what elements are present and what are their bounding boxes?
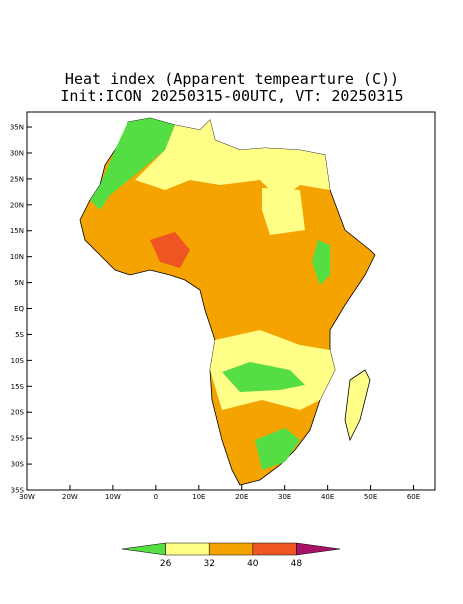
x-tick-label: 10E [192, 493, 205, 501]
y-tick-label: 10N [10, 253, 24, 261]
x-tick-label: 60E [407, 493, 420, 501]
colorbar-label: 40 [247, 559, 259, 569]
x-tick-label: 0 [154, 493, 158, 501]
y-tick-label: 20S [11, 409, 25, 417]
y-tick-label: 15S [11, 383, 25, 391]
colorbar-swatch [208, 542, 254, 556]
x-tick-label: 30W [19, 493, 35, 501]
zone-mild-sahara [262, 188, 305, 235]
y-tick-label: 30N [10, 149, 24, 157]
title: Heat index (Apparent tempearture (C)) [65, 70, 399, 88]
x-tick-label: 50E [364, 493, 377, 501]
x-tick-label: 10W [105, 493, 121, 501]
y-tick-label: EQ [14, 305, 24, 313]
zone-cool-south [222, 362, 305, 392]
colorbar: 26 32 40 48 [121, 542, 341, 569]
x-tick-label: 40E [321, 493, 334, 501]
map-frame [26, 111, 436, 491]
zone-cool-east [312, 240, 330, 285]
heat-zones [90, 118, 335, 470]
y-tick-label: 5S [15, 331, 24, 339]
colorbar-label: 48 [291, 559, 303, 569]
y-tick-label: 35S [11, 487, 25, 495]
colorbar-swatch [252, 542, 297, 556]
madagascar [344, 369, 371, 442]
y-tick-label: 25S [11, 435, 25, 443]
colorbar-label: 32 [203, 559, 214, 569]
x-tick-label: 30E [278, 493, 291, 501]
y-tick-label: 30S [11, 461, 25, 469]
y-tick-label: 35N [10, 124, 24, 132]
colorbar-label: 26 [160, 559, 172, 569]
zone-hot-west [150, 232, 190, 268]
y-tick-label: 25N [10, 175, 24, 183]
y-tick-label: 15N [10, 227, 24, 235]
x-tick-label: 20E [235, 493, 248, 501]
y-tick-label: 5N [14, 279, 24, 287]
zone-cool-north [90, 118, 175, 210]
subtitle: Init:ICON 20250315-00UTC, VT: 20250315 [60, 87, 403, 105]
x-tick-label: 20W [62, 493, 78, 501]
y-tick-label: 10S [11, 357, 25, 365]
zone-cool-cape [255, 428, 300, 470]
y-tick-label: 20N [10, 201, 24, 209]
colorbar-swatch [165, 542, 210, 556]
colorbar-swatch [296, 542, 341, 556]
zone-mild-north [135, 120, 330, 200]
